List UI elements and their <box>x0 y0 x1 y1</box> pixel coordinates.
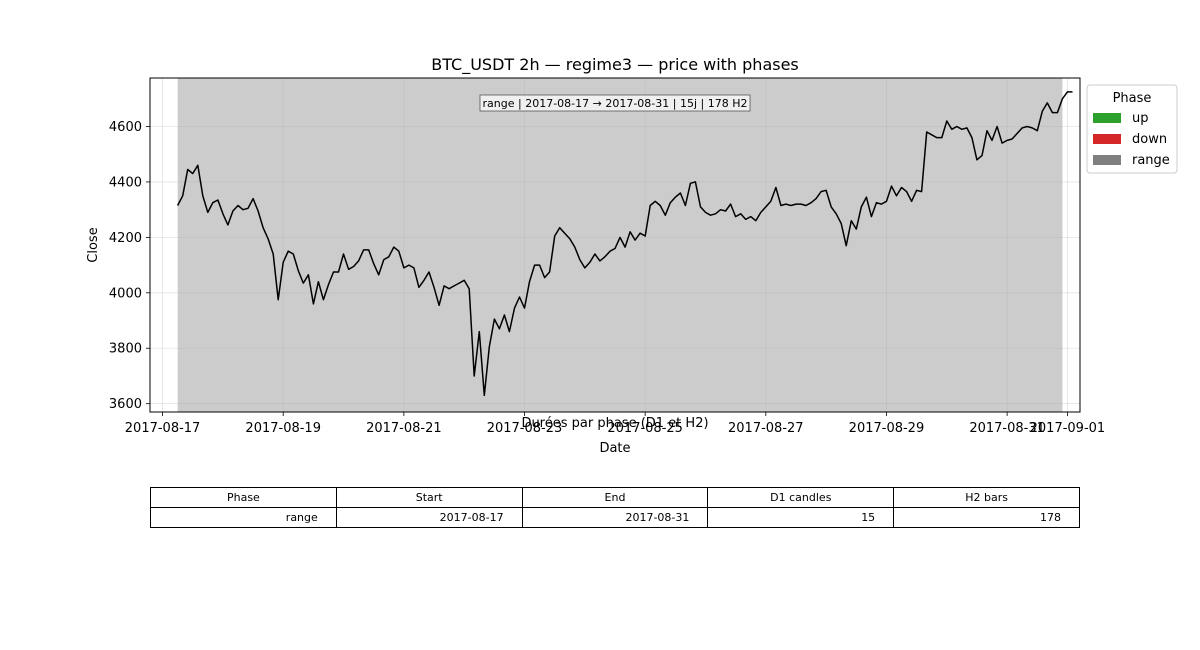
legend-swatch-up <box>1093 113 1121 123</box>
x-tick-label: 2017-08-17 <box>125 421 201 436</box>
table-header-cell: End <box>521 487 709 508</box>
x-tick-label: 2017-08-19 <box>245 421 321 436</box>
legend-label-range: range <box>1132 153 1170 168</box>
x-axis-ticks: 2017-08-17 2017-08-19 2017-08-21 2017-08-23… <box>125 412 1105 436</box>
x-tick-label: 2017-08-23 <box>487 421 563 436</box>
y-tick-label: 4200 <box>109 231 142 246</box>
x-tick-label: 2017-08-31 <box>969 421 1045 436</box>
y-axis-label: Close <box>86 227 101 262</box>
table-cell: 15 <box>707 507 895 528</box>
phase-durations-table: Phase Start End D1 candles H2 bars range… <box>150 487 1080 528</box>
y-tick-label: 3600 <box>109 397 142 412</box>
table-header-cell: H2 bars <box>893 487 1080 508</box>
table-header-cell: D1 candles <box>707 487 895 508</box>
table-title: Durées par phase (D1 et H2) <box>521 416 708 431</box>
x-tick-label: 2017-08-25 <box>607 421 683 436</box>
y-tick-label: 4400 <box>109 175 142 190</box>
phase-annotation-box <box>479 94 751 112</box>
x-tick-label: 2017-09-01 <box>1030 421 1106 436</box>
close-price-line <box>176 91 1073 397</box>
x-axis-label: Date <box>599 441 630 456</box>
table-row: range 2017-08-17 2017-08-31 15 178 <box>150 507 1080 528</box>
y-tick-label: 4000 <box>109 286 142 301</box>
legend-swatch-range <box>1093 155 1121 165</box>
table-cell: 178 <box>893 507 1080 528</box>
x-tick-label: 2017-08-27 <box>728 421 804 436</box>
phase-band-range <box>177 78 1063 412</box>
y-tick-label: 3800 <box>109 342 142 357</box>
legend: Phase up down range <box>1086 84 1178 174</box>
legend-title: Phase <box>1113 91 1152 106</box>
legend-label-down: down <box>1132 132 1167 147</box>
table-cell: range <box>150 507 337 528</box>
phase-annotation: range | 2017-08-17 → 2017-08-31 | 15j | … <box>483 97 748 110</box>
legend-frame <box>1086 84 1178 174</box>
table-cell: 2017-08-31 <box>521 507 709 528</box>
phase-bands <box>177 78 1063 412</box>
x-tick-label: 2017-08-29 <box>849 421 925 436</box>
chart-title: BTC_USDT 2h — regime3 — price with phase… <box>431 55 799 75</box>
y-tick-label: 4600 <box>109 120 142 135</box>
grid-lines <box>150 78 1080 412</box>
table-header-cell: Phase <box>150 487 337 508</box>
table-header-cell: Start <box>335 487 523 508</box>
table-cell: 2017-08-17 <box>335 507 523 528</box>
x-tick-label: 2017-08-21 <box>366 421 442 436</box>
legend-swatch-down <box>1093 134 1121 144</box>
plot-frame <box>149 77 1081 413</box>
y-axis-ticks: 3600 3800 4000 4200 4400 4600 <box>109 120 150 412</box>
table-header-row: Phase Start End D1 candles H2 bars <box>150 487 1080 508</box>
legend-label-up: up <box>1132 111 1149 126</box>
